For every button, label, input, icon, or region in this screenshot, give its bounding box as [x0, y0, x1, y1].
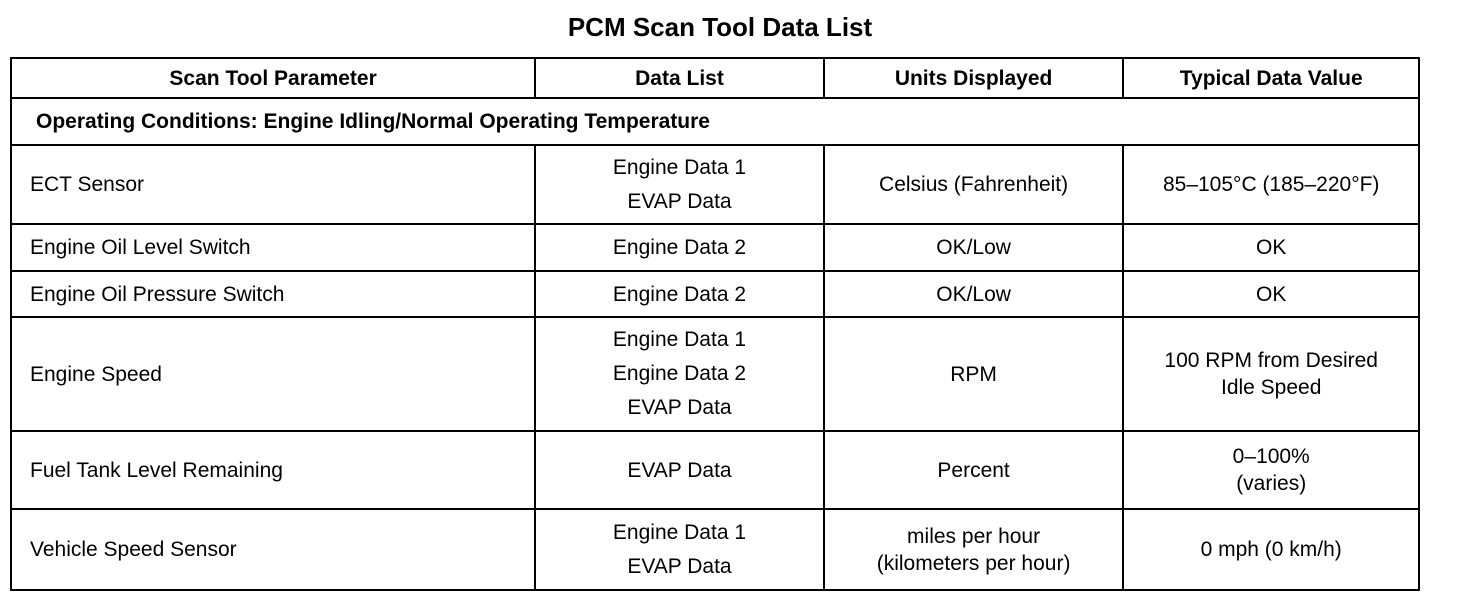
cell-line: Engine Data 2	[612, 282, 747, 306]
cell-line: Engine Data 2	[612, 362, 747, 385]
data-list-cell: Engine Data 1 Engine Data 2 EVAP Data	[534, 316, 825, 432]
table-row: ECT Sensor Engine Data 1 EVAP Data Celsius …	[9, 144, 1420, 225]
cell-line: RPM	[950, 362, 997, 386]
cell-line: Engine Data 2	[612, 236, 747, 259]
cell-line: Idle Speed	[1220, 376, 1322, 399]
units-cell: OK/Low	[822, 270, 1125, 318]
parameter-cell: ECT Sensor	[9, 144, 537, 225]
cell-line: (kilometers per hour)	[876, 551, 1071, 575]
cell-line: Engine Data 1	[612, 328, 747, 351]
cell-line: Engine Data 1	[612, 520, 747, 544]
cell-line: Engine Data 1	[612, 155, 747, 179]
cell-line: OK/Low	[936, 282, 1011, 306]
scan-tool-data-table: Scan Tool Parameter Data List Units Disp…	[9, 57, 1420, 591]
units-cell: Celsius (Fahrenheit)	[822, 144, 1125, 225]
data-list-cell: EVAP Data	[534, 430, 825, 510]
column-header: Typical Data Value	[1122, 57, 1420, 99]
operating-conditions: Operating Conditions: Engine Idling/Norm…	[10, 97, 1420, 146]
data-list-cell: Engine Data 2	[534, 270, 825, 318]
parameter-cell: Fuel Tank Level Remaining	[9, 430, 537, 510]
condition-row: Operating Conditions: Engine Idling/Norm…	[10, 97, 1420, 146]
column-header: Data List	[534, 57, 825, 99]
cell-line: Percent	[937, 458, 1010, 482]
typical-value-cell: 0 mph (0 km/h)	[1122, 508, 1420, 591]
cell-line: (varies)	[1236, 472, 1307, 495]
column-header: Units Displayed	[822, 57, 1125, 99]
cell-line: Celsius (Fahrenheit)	[879, 173, 1069, 196]
cell-line: 0–100%	[1232, 445, 1310, 468]
table-header-row: Scan Tool Parameter Data List Units Disp…	[9, 57, 1420, 99]
table-row: Engine Oil Pressure Switch Engine Data 2 O…	[9, 270, 1420, 318]
units-cell: miles per hour (kilometers per hour)	[822, 508, 1125, 591]
cell-line: OK/Low	[936, 236, 1011, 259]
cell-line: OK	[1256, 236, 1287, 259]
cell-line: EVAP Data	[627, 189, 732, 213]
table-row: Fuel Tank Level Remaining EVAP Data Percen…	[9, 430, 1420, 510]
data-list-cell: Engine Data 2	[534, 223, 825, 272]
cell-line: EVAP Data	[627, 554, 732, 578]
cell-line: EVAP Data	[627, 396, 732, 419]
page-title: PCM Scan Tool Data List	[567, 12, 873, 42]
typical-value-cell: OK	[1122, 270, 1420, 318]
parameter-cell: Vehicle Speed Sensor	[9, 508, 537, 591]
data-list-cell: Engine Data 1 EVAP Data	[534, 144, 825, 225]
cell-line: OK	[1256, 282, 1287, 306]
typical-value-cell: 0–100% (varies)	[1122, 430, 1420, 510]
units-cell: OK/Low	[822, 223, 1125, 272]
units-cell: RPM	[822, 316, 1125, 432]
table-row: Vehicle Speed Sensor Engine Data 1 EVAP Da…	[9, 508, 1420, 591]
table-row: Engine Oil Level Switch Engine Data 2 OK/L…	[9, 223, 1420, 272]
typical-value-cell: 85–105°C (185–220°F)	[1122, 144, 1420, 225]
column-header: Scan Tool Parameter	[9, 57, 537, 99]
cell-line: miles per hour	[907, 524, 1041, 548]
cell-line: 0 mph (0 km/h)	[1200, 538, 1342, 561]
cell-line: 100 RPM from Desired	[1164, 349, 1378, 372]
table-row: Engine Speed Engine Data 1 Engine Data 2 EV…	[9, 316, 1420, 432]
typical-value-cell: 100 RPM from Desired Idle Speed	[1122, 316, 1420, 432]
units-cell: Percent	[822, 430, 1125, 510]
typical-value-cell: OK	[1122, 223, 1420, 272]
cell-line: 85–105°C (185–220°F)	[1162, 173, 1380, 196]
cell-line: EVAP Data	[627, 458, 732, 482]
parameter-cell: Engine Oil Level Switch	[9, 223, 537, 272]
data-list-cell: Engine Data 1 EVAP Data	[534, 508, 825, 591]
parameter-cell: Engine Speed	[9, 316, 537, 432]
parameter-cell: Engine Oil Pressure Switch	[9, 270, 537, 318]
